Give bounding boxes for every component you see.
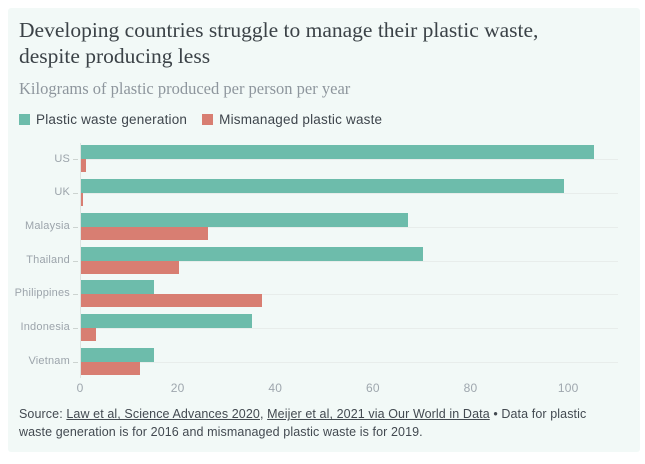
row-plot-area bbox=[80, 142, 618, 177]
legend-label-generation: Plastic waste generation bbox=[36, 111, 188, 127]
x-axis-tick-label: 0 bbox=[76, 381, 84, 396]
category-tick-mark bbox=[73, 226, 78, 228]
bar-generation bbox=[81, 347, 155, 362]
category-tick-zone bbox=[70, 311, 80, 345]
source-link-meijer[interactable]: Meijer et al, 2021 via Our World in Data bbox=[267, 407, 490, 422]
generation-swatch-icon bbox=[19, 113, 30, 125]
category-tick-zone bbox=[70, 143, 80, 177]
bar-generation bbox=[81, 280, 155, 295]
row-gridline bbox=[81, 159, 618, 161]
category-tick-zone bbox=[70, 176, 80, 210]
x-axis: 0 20 40 60 80 100 bbox=[76, 378, 617, 396]
category-tick-mark bbox=[73, 361, 78, 363]
row-gridline bbox=[81, 226, 618, 228]
bar-chart: US UK Malaysia Thailand Philippines Indonesia… bbox=[8, 142, 640, 379]
chart-row-uk: UK bbox=[8, 176, 640, 210]
chart-row-vietnam: Vietnam bbox=[8, 344, 640, 379]
category-label: Thailand bbox=[26, 253, 70, 266]
mismanaged-swatch-icon bbox=[202, 113, 214, 125]
row-plot-area bbox=[80, 209, 618, 244]
legend-label-mismanaged: Mismanaged plastic waste bbox=[219, 111, 383, 127]
category-label: US bbox=[54, 152, 70, 165]
row-gridline bbox=[81, 361, 618, 363]
category-tick-mark bbox=[73, 159, 78, 161]
x-axis-tick-label: 100 bbox=[557, 381, 579, 396]
category-label: Indonesia bbox=[20, 321, 70, 334]
source-link-law[interactable]: Law et al, Science Advances 2020 bbox=[66, 407, 260, 422]
category-tick-zone bbox=[70, 277, 80, 311]
category-label: Vietnam bbox=[28, 354, 70, 367]
x-axis-tick-label: 40 bbox=[268, 381, 283, 396]
chart-row-malaysia: Malaysia bbox=[8, 209, 640, 244]
category-tick-zone bbox=[70, 345, 80, 379]
source-note-text: • Data for plastic waste generation is f… bbox=[19, 407, 587, 439]
bar-generation bbox=[81, 179, 565, 194]
category-tick-mark bbox=[73, 260, 78, 262]
bar-mismanaged bbox=[81, 193, 84, 207]
x-axis-tick-label: 20 bbox=[170, 381, 185, 396]
chart-row-philippines: Philippines bbox=[8, 277, 640, 312]
bar-mismanaged bbox=[81, 260, 179, 274]
row-gridline bbox=[81, 193, 618, 195]
category-tick-mark bbox=[73, 193, 78, 195]
bar-mismanaged bbox=[81, 226, 208, 240]
category-label: Philippines bbox=[14, 287, 70, 300]
bar-mismanaged bbox=[81, 294, 262, 308]
chart-card: Developing countries struggle to manage … bbox=[8, 8, 640, 452]
row-plot-area bbox=[80, 243, 618, 278]
category-label: Malaysia bbox=[24, 219, 70, 232]
legend-item-generation: Plastic waste generation bbox=[19, 112, 187, 127]
x-axis-tick-label: 80 bbox=[463, 381, 478, 396]
x-axis-tick-label: 60 bbox=[366, 381, 380, 396]
row-gridline bbox=[81, 260, 618, 262]
category-tick-zone bbox=[70, 244, 80, 278]
row-plot-area bbox=[80, 277, 618, 312]
category-tick-mark bbox=[73, 294, 78, 296]
bar-generation bbox=[81, 246, 423, 261]
bar-generation bbox=[81, 313, 252, 328]
chart-row-indonesia: Indonesia bbox=[8, 311, 640, 345]
row-gridline bbox=[81, 294, 618, 296]
bar-mismanaged bbox=[81, 361, 140, 375]
chart-title: Developing countries struggle to manage … bbox=[19, 18, 539, 68]
row-plot-area bbox=[80, 311, 618, 345]
bar-mismanaged bbox=[81, 159, 86, 173]
source-note: Source: Law et al, Science Advances 2020… bbox=[19, 406, 615, 441]
source-label: Source: bbox=[19, 407, 67, 422]
source-separator: , bbox=[259, 407, 268, 422]
category-tick-zone bbox=[70, 210, 80, 244]
legend: Plastic waste generation Mismanaged plas… bbox=[19, 112, 620, 127]
row-plot-area bbox=[80, 344, 618, 379]
row-plot-area bbox=[80, 176, 618, 210]
category-label: UK bbox=[54, 186, 70, 199]
row-gridline bbox=[81, 327, 618, 329]
category-tick-mark bbox=[73, 327, 78, 329]
legend-item-mismanaged: Mismanaged plastic waste bbox=[202, 112, 382, 127]
chart-row-us: US bbox=[8, 142, 640, 177]
chart-row-thailand: Thailand bbox=[8, 243, 640, 278]
bar-generation bbox=[81, 212, 409, 227]
bar-generation bbox=[81, 145, 594, 160]
bar-mismanaged bbox=[81, 327, 96, 341]
chart-subtitle: Kilograms of plastic produced per person… bbox=[19, 78, 351, 98]
